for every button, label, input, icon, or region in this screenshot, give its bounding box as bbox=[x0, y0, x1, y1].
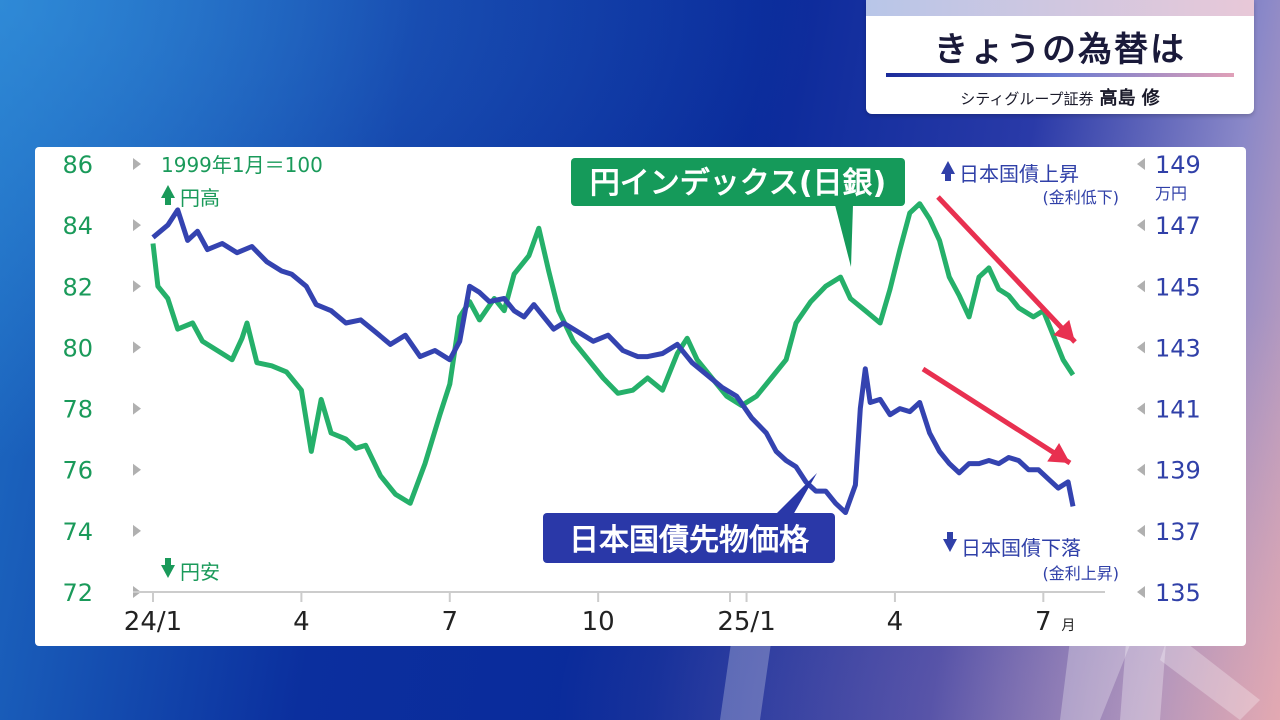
yen-index-callout-text: 円インデックス(日銀) bbox=[590, 166, 887, 201]
left-tick-marker bbox=[133, 158, 141, 170]
left-tick-marker bbox=[133, 280, 141, 293]
right-tick-label: 149 bbox=[1155, 151, 1201, 179]
right-tick-label: 137 bbox=[1155, 518, 1201, 546]
down-arrow-icon bbox=[943, 532, 957, 552]
left-tick-label: 74 bbox=[62, 518, 93, 546]
series-line-jgb-futures bbox=[151, 207, 1076, 515]
subtitle-company: シティグループ証券 bbox=[960, 90, 1094, 108]
right-tick-label: 135 bbox=[1155, 579, 1201, 607]
left-tick-marker bbox=[133, 402, 141, 415]
left-tick-label: 80 bbox=[62, 334, 93, 362]
yen-strong-text: 円高 bbox=[180, 186, 220, 210]
jgb-down-text: 日本国債下落 bbox=[961, 536, 1081, 560]
yen-weak-text: 円安 bbox=[180, 560, 220, 584]
title-underline bbox=[886, 73, 1234, 77]
x-tick-label: 7 bbox=[442, 607, 459, 637]
trend-arrow-upper bbox=[936, 195, 1077, 344]
up-arrow-icon bbox=[941, 161, 955, 181]
left-tick-label: 72 bbox=[62, 579, 93, 607]
right-tick-marker bbox=[1137, 402, 1145, 415]
yen-weak-label: 円安 bbox=[161, 558, 220, 584]
up-arrow-icon bbox=[161, 185, 175, 205]
left-tick-label: 82 bbox=[62, 273, 93, 301]
jgb-up-text: 日本国債上昇 bbox=[959, 162, 1079, 186]
right-tick-label: 147 bbox=[1155, 212, 1201, 240]
left-tick-marker bbox=[133, 463, 141, 476]
title-box: きょうの為替は シティグループ証券 高島 修 bbox=[866, 0, 1254, 114]
jgb-up-sub: (金利低下) bbox=[1043, 188, 1120, 207]
jgb-futures-callout-text: 日本国債先物価格 bbox=[569, 523, 810, 558]
left-axis-note: 1999年1月＝100 bbox=[161, 153, 323, 177]
x-tick-label: 25/1 bbox=[717, 607, 775, 637]
jgb-futures-callout: 日本国債先物価格 bbox=[543, 473, 835, 563]
down-arrow-icon bbox=[161, 558, 175, 578]
x-tick-label: 10 bbox=[582, 607, 615, 637]
x-tick-label: 24/1 bbox=[124, 607, 182, 637]
x-unit-label: 月 bbox=[1061, 618, 1075, 634]
yen-strong-label: 円高 bbox=[161, 185, 220, 210]
left-tick-label: 84 bbox=[62, 212, 93, 240]
title-subtitle: シティグループ証券 高島 修 bbox=[866, 84, 1254, 110]
right-tick-label: 139 bbox=[1155, 457, 1201, 485]
right-tick-marker bbox=[1137, 219, 1145, 232]
right-tick-label: 141 bbox=[1155, 396, 1201, 424]
left-tick-marker bbox=[133, 341, 141, 354]
right-tick-label: 145 bbox=[1155, 273, 1201, 301]
right-tick-marker bbox=[1137, 524, 1145, 537]
trend-arrow-lower bbox=[921, 366, 1072, 466]
left-tick-marker bbox=[133, 524, 141, 537]
x-tick-label: 4 bbox=[887, 607, 904, 637]
right-tick-marker bbox=[1137, 463, 1145, 476]
x-tick-label: 7 bbox=[1035, 607, 1052, 637]
title-decor-bar bbox=[866, 0, 1254, 16]
right-axis-unit: 万円 bbox=[1155, 184, 1187, 203]
jgb-down-label: 日本国債下落 (金利上昇) bbox=[943, 532, 1119, 583]
left-tick-label: 78 bbox=[62, 396, 93, 424]
series-line-yen-index bbox=[150, 201, 1076, 506]
left-tick-marker bbox=[133, 219, 141, 232]
right-tick-marker bbox=[1137, 341, 1145, 354]
x-tick-label: 4 bbox=[293, 607, 310, 637]
right-tick-marker bbox=[1137, 280, 1145, 293]
yen-index-callout: 円インデックス(日銀) bbox=[571, 158, 905, 267]
left-tick-label: 86 bbox=[62, 151, 93, 179]
right-tick-label: 143 bbox=[1155, 334, 1201, 362]
jgb-down-sub: (金利上昇) bbox=[1043, 564, 1120, 583]
subtitle-person: 高島 修 bbox=[1099, 88, 1160, 109]
right-tick-marker bbox=[1137, 586, 1145, 598]
jgb-up-label: 日本国債上昇 (金利低下) bbox=[941, 161, 1119, 207]
page-title: きょうの為替は bbox=[934, 30, 1186, 70]
chart-panel: 86 84 82 80 78 76 74 72 149 147 145 143 141 139 137 13… bbox=[35, 147, 1246, 646]
left-tick-label: 76 bbox=[62, 457, 93, 485]
right-tick-marker bbox=[1137, 158, 1145, 170]
